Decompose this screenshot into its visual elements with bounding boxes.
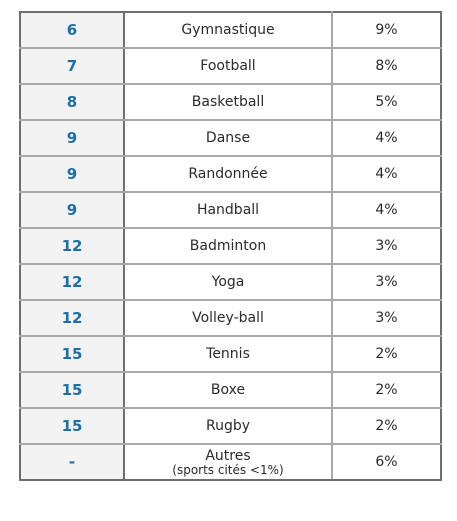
percentage-cell: 4%	[331, 119, 442, 157]
table-row: 7 Football 8%	[19, 47, 442, 85]
percentage-cell: 3%	[331, 299, 442, 337]
rank-cell: 9	[19, 155, 125, 193]
sport-cell: Tennis	[123, 335, 333, 373]
rank-cell: 9	[19, 191, 125, 229]
rank-cell: -	[19, 443, 125, 481]
table-row: 9 Handball 4%	[19, 191, 442, 229]
rank-cell: 15	[19, 335, 125, 373]
table-row: 6 Gymnastique 9%	[19, 11, 442, 49]
percentage-cell: 4%	[331, 155, 442, 193]
percentage-cell: 2%	[331, 335, 442, 373]
percentage-cell: 4%	[331, 191, 442, 229]
rank-cell: 9	[19, 119, 125, 157]
sport-cell: Boxe	[123, 371, 333, 409]
table-row: 15 Tennis 2%	[19, 335, 442, 373]
rank-cell: 8	[19, 83, 125, 121]
rank-cell: 6	[19, 11, 125, 49]
table-row: 9 Danse 4%	[19, 119, 442, 157]
sport-cell: Badminton	[123, 227, 333, 265]
percentage-cell: 6%	[331, 443, 442, 481]
table-row: 12 Volley-ball 3%	[19, 299, 442, 337]
sport-cell-others: Autres (sports cités <1%)	[123, 443, 333, 481]
rank-cell: 12	[19, 299, 125, 337]
percentage-cell: 9%	[331, 11, 442, 49]
sport-cell: Handball	[123, 191, 333, 229]
sport-cell: Rugby	[123, 407, 333, 445]
table-row: 12 Badminton 3%	[19, 227, 442, 265]
rank-cell: 12	[19, 227, 125, 265]
percentage-cell: 5%	[331, 83, 442, 121]
table-row: 15 Boxe 2%	[19, 371, 442, 409]
sport-cell: Gymnastique	[123, 11, 333, 49]
sport-cell: Volley-ball	[123, 299, 333, 337]
sport-cell: Yoga	[123, 263, 333, 301]
rank-cell: 7	[19, 47, 125, 85]
sport-note: (sports cités <1%)	[172, 462, 284, 477]
rank-cell: 12	[19, 263, 125, 301]
percentage-cell: 3%	[331, 227, 442, 265]
table-row: 9 Randonnée 4%	[19, 155, 442, 193]
sport-cell: Danse	[123, 119, 333, 157]
table-row: 8 Basketball 5%	[19, 83, 442, 121]
sports-ranking-table: 6 Gymnastique 9% 7 Football 8% 8 Basketb…	[19, 11, 442, 481]
table-row: 12 Yoga 3%	[19, 263, 442, 301]
percentage-cell: 3%	[331, 263, 442, 301]
percentage-cell: 2%	[331, 371, 442, 409]
table-row-others: - Autres (sports cités <1%) 6%	[19, 443, 442, 481]
table-row: 15 Rugby 2%	[19, 407, 442, 445]
percentage-cell: 2%	[331, 407, 442, 445]
percentage-cell: 8%	[331, 47, 442, 85]
sport-cell: Randonnée	[123, 155, 333, 193]
sport-cell: Basketball	[123, 83, 333, 121]
rank-cell: 15	[19, 407, 125, 445]
sport-label: Autres	[205, 447, 251, 464]
rank-cell: 15	[19, 371, 125, 409]
sport-cell: Football	[123, 47, 333, 85]
